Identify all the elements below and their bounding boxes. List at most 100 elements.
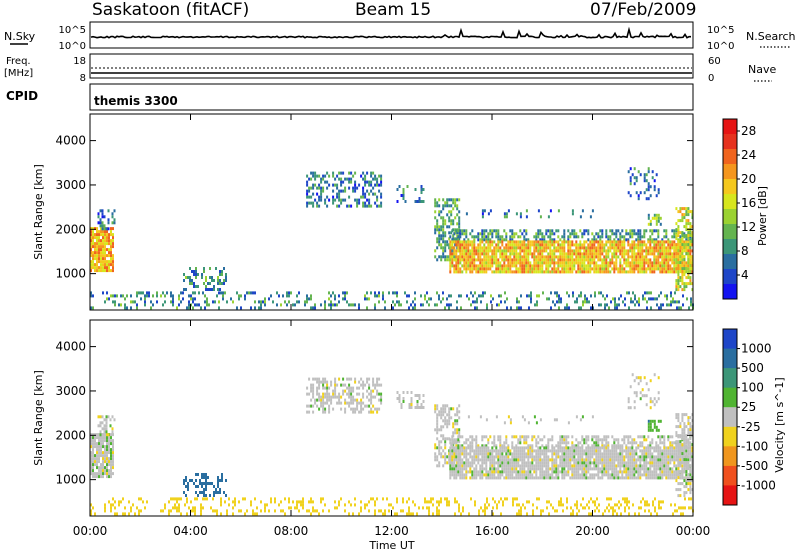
power-data-cell	[647, 264, 650, 268]
velocity-data-cell	[515, 476, 518, 480]
power-data-cell	[683, 285, 686, 289]
power-data-cell	[192, 291, 194, 295]
velocity-data-cell	[110, 442, 112, 446]
power-data-cell	[140, 297, 142, 301]
velocity-data-cell	[465, 449, 468, 453]
velocity-data-cell	[619, 446, 622, 450]
power-data-cell	[539, 238, 542, 242]
velocity-data-cell	[320, 380, 323, 384]
power-data-cell	[344, 177, 347, 181]
velocity-data-cell	[639, 397, 642, 401]
power-data-cell	[90, 266, 92, 270]
velocity-data-cell	[436, 455, 439, 459]
velocity-data-cell	[457, 470, 460, 474]
power-data-cell	[90, 242, 92, 246]
velocity-data-cell	[509, 470, 512, 474]
power-data-cell	[495, 261, 498, 265]
power-data-cell	[479, 267, 482, 271]
power-data-cell	[561, 267, 564, 271]
power-data-cell	[340, 198, 343, 202]
power-data-cell	[575, 246, 578, 250]
velocity-data-cell	[203, 482, 205, 485]
power-data-cell	[637, 261, 640, 265]
velocity-data-cell	[96, 433, 98, 437]
power-data-cell	[394, 303, 396, 307]
power-data-cell	[567, 258, 570, 262]
power-data-cell	[567, 252, 570, 256]
velocity-data-cell	[507, 458, 510, 462]
power-data-cell	[637, 232, 640, 236]
velocity-data-cell	[631, 452, 634, 456]
power-data-cell	[676, 300, 678, 304]
power-data-cell	[689, 270, 692, 274]
power-data-cell	[454, 255, 457, 259]
velocity-data-cell	[671, 444, 674, 448]
velocity-data-cell	[603, 452, 606, 456]
velocity-data-cell	[501, 470, 504, 474]
power-data-cell	[360, 195, 363, 199]
power-data-cell	[450, 204, 453, 208]
velocity-data-cell	[103, 433, 106, 437]
power-data-cell	[318, 204, 321, 208]
velocity-data-cell	[94, 475, 96, 479]
power-data-cell	[469, 255, 472, 259]
power-data-cell	[606, 294, 608, 298]
velocity-data-cell	[633, 406, 636, 410]
velocity-data-cell	[467, 415, 470, 419]
velocity-data-cell	[436, 437, 439, 441]
velocity-data-cell	[436, 446, 439, 450]
velocity-data-cell	[187, 485, 189, 488]
power-data-cell	[611, 240, 614, 244]
power-data-cell	[503, 212, 506, 216]
power-data-cell	[593, 246, 596, 250]
power-data-cell	[448, 243, 451, 247]
power-data-cell	[364, 192, 367, 196]
power-data-cell	[607, 235, 610, 239]
velocity-data-cell	[483, 444, 486, 448]
velocity-data-cell	[374, 386, 377, 390]
velocity-data-cell	[599, 455, 602, 459]
velocity-data-cell	[513, 476, 516, 480]
power-data-cell	[392, 291, 394, 295]
power-data-cell	[551, 252, 554, 256]
power-data-cell	[553, 232, 556, 236]
velocity-data-cell	[635, 458, 638, 462]
velocity-data-cell	[461, 458, 464, 462]
velocity-data-cell	[102, 439, 104, 443]
velocity-data-cell	[581, 476, 584, 480]
velocity-data-cell	[531, 435, 534, 439]
power-data-cell	[90, 236, 92, 240]
velocity-data-cell	[633, 458, 636, 462]
power-data-cell	[92, 260, 94, 264]
power-data-cell	[330, 306, 332, 310]
velocity-data-cell	[102, 475, 104, 479]
velocity-data-cell	[469, 446, 472, 450]
power-data-cell	[513, 270, 516, 274]
power-data-cell	[276, 303, 278, 307]
velocity-data-cell	[611, 470, 614, 474]
velocity-data-cell	[378, 398, 381, 402]
power-data-cell	[449, 235, 452, 239]
power-data-cell	[473, 238, 476, 242]
power-data-cell	[657, 246, 660, 250]
power-data-cell	[523, 255, 526, 259]
velocity-data-cell	[561, 455, 564, 459]
velocity-data-cell	[517, 441, 520, 445]
velocity-data-cell	[342, 383, 345, 387]
power-data-cell	[308, 195, 311, 199]
power-data-cell	[469, 240, 472, 244]
velocity-data-cell	[669, 470, 672, 474]
power-data-cell	[206, 303, 208, 307]
velocity-data-cell	[615, 467, 618, 471]
velocity-data-cell	[348, 404, 351, 408]
power-data-cell	[438, 198, 441, 202]
velocity-data-cell	[521, 470, 524, 474]
velocity-data-cell	[571, 446, 574, 450]
power-data-cell	[637, 246, 640, 250]
velocity-data-cell	[577, 452, 580, 456]
power-data-cell	[649, 264, 652, 268]
power-data-cell	[336, 183, 339, 187]
power-data-cell	[566, 291, 568, 295]
power-data-cell	[671, 229, 674, 233]
power-data-cell	[503, 264, 506, 268]
